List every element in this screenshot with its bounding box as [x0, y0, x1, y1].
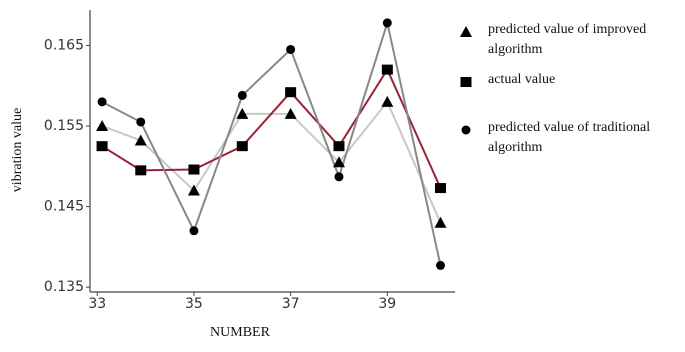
- circle-marker: [136, 117, 146, 127]
- circle-marker: [237, 90, 247, 100]
- series-line: [101, 99, 442, 224]
- triangle-marker: [284, 107, 297, 119]
- y-tick-label: 0.145: [44, 199, 84, 215]
- legend-label: predicted value of traditional algorithm: [488, 120, 650, 155]
- circle-marker: [334, 172, 344, 182]
- square-marker: [333, 141, 345, 152]
- circle-marker: [435, 260, 445, 270]
- square-marker: [381, 64, 393, 75]
- square-marker: [96, 141, 108, 152]
- x-tick-label: 35: [185, 296, 203, 312]
- legend-line: predicted value of traditional: [488, 120, 650, 135]
- triangle-marker: [434, 216, 447, 228]
- triangle-marker: [332, 156, 345, 168]
- series-line: [101, 19, 442, 266]
- x-axis-label: NUMBER: [210, 325, 271, 340]
- triangle-marker: [96, 120, 109, 132]
- triangle-marker: [460, 26, 472, 37]
- y-tick-label: 0.135: [44, 279, 84, 295]
- square-marker: [135, 165, 147, 176]
- x-tick-label: 39: [378, 296, 396, 312]
- x-tick-label: 33: [88, 296, 106, 312]
- y-tick-label: 0.165: [44, 37, 84, 53]
- circle-marker: [382, 18, 392, 28]
- circle-marker: [461, 125, 471, 135]
- square-marker: [188, 164, 200, 175]
- square-marker: [285, 87, 297, 98]
- circle-marker: [97, 97, 107, 107]
- legend-label: predicted value of improved algorithm: [488, 22, 646, 57]
- legend-line: predicted value of improved: [488, 22, 646, 37]
- triangle-marker: [381, 95, 394, 107]
- y-tick-label: 0.155: [44, 118, 84, 134]
- legend-label: actual value: [488, 72, 555, 87]
- triangle-marker: [187, 184, 200, 196]
- circle-marker: [286, 44, 296, 54]
- square-marker: [460, 77, 472, 87]
- legend-line: algorithm: [488, 42, 543, 57]
- circle-marker: [189, 226, 199, 236]
- square-marker: [434, 183, 446, 194]
- x-tick-label: 37: [282, 296, 300, 312]
- series-line: [101, 67, 442, 189]
- triangle-marker: [134, 134, 147, 146]
- triangle-marker: [236, 107, 249, 119]
- square-marker: [236, 141, 248, 152]
- y-axis-label: vibration value: [10, 108, 25, 192]
- legend-line: algorithm: [488, 140, 543, 155]
